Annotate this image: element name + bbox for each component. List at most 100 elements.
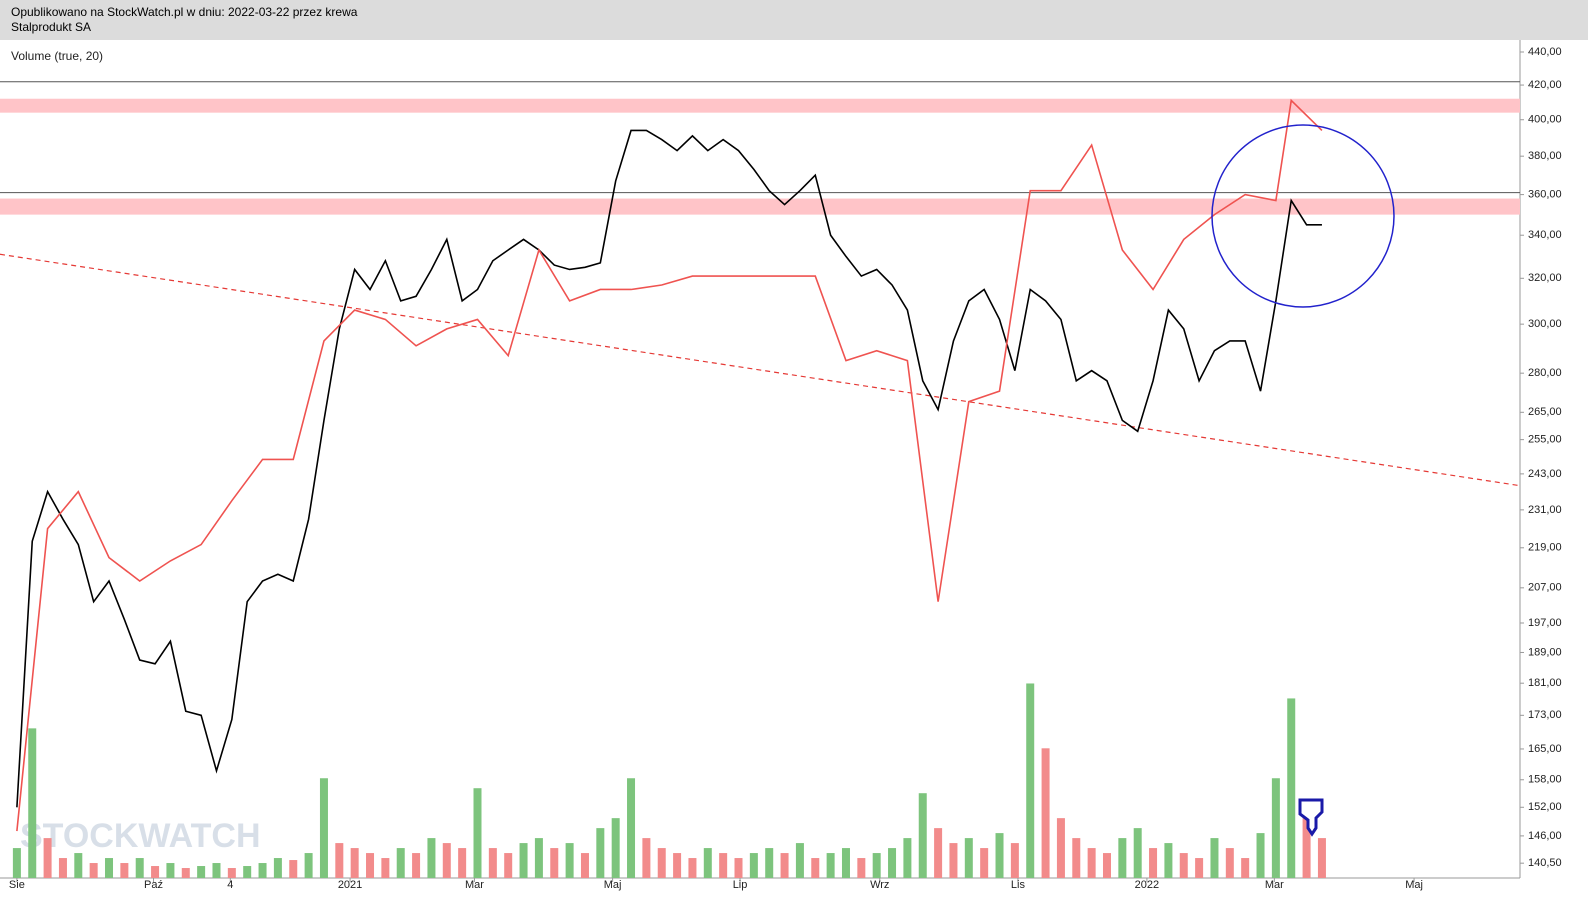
- volume-bar: [1287, 698, 1296, 878]
- volume-bar: [903, 838, 912, 878]
- volume-bar: [1302, 818, 1311, 878]
- volume-bar: [412, 853, 421, 878]
- volume-bar: [1087, 848, 1096, 878]
- y-tick-label: 400,00: [1528, 114, 1562, 126]
- y-tick-label: 440,00: [1528, 46, 1562, 58]
- y-tick-label: 255,00: [1528, 434, 1562, 446]
- volume-bar: [151, 866, 160, 878]
- indicator-label: Volume (true, 20): [11, 49, 103, 63]
- volume-bar: [1056, 818, 1065, 878]
- x-tick-label: 2021: [338, 879, 362, 891]
- volume-bar: [765, 848, 774, 878]
- volume-bar: [212, 863, 221, 878]
- volume-bar: [1118, 838, 1127, 878]
- chart: Volume (true, 20) STOCKWATCH 440,00 420,0…: [0, 40, 1588, 905]
- volume-bar: [74, 853, 83, 878]
- volume-bar: [289, 860, 298, 878]
- volume-bar: [442, 843, 451, 878]
- volume-bar: [550, 848, 559, 878]
- volume-bar: [366, 853, 375, 878]
- y-tick-label: 207,00: [1528, 582, 1562, 594]
- volume-bar: [627, 778, 636, 878]
- x-tick-label: 4: [227, 879, 233, 891]
- x-tick-label: Lip: [733, 879, 748, 891]
- volume-bar: [319, 778, 328, 878]
- volume-bar: [258, 863, 267, 878]
- volume-bar: [1210, 838, 1219, 878]
- x-tick-label: Mar: [465, 879, 484, 891]
- volume-bar: [1179, 853, 1188, 878]
- y-tick-label: 181,00: [1528, 677, 1562, 689]
- y-tick-label: 231,00: [1528, 504, 1562, 516]
- volume-bar: [980, 848, 989, 878]
- volume-bar: [1256, 833, 1265, 878]
- volume-bar: [749, 853, 758, 878]
- volume-bar: [381, 858, 390, 878]
- volume-bar: [105, 858, 114, 878]
- volume-bar: [841, 848, 850, 878]
- y-tick-label: 380,00: [1528, 150, 1562, 162]
- volume-bar: [1010, 843, 1019, 878]
- volume-bar: [89, 863, 98, 878]
- volume-bar: [688, 858, 697, 878]
- volume-bar: [888, 848, 897, 878]
- volume-bar: [396, 848, 405, 878]
- volume-bar: [335, 843, 344, 878]
- volume-bar: [826, 853, 835, 878]
- volume-bar: [1102, 853, 1111, 878]
- volume-bar: [135, 858, 144, 878]
- y-tick-label: 360,00: [1528, 189, 1562, 201]
- y-tick-label: 320,00: [1528, 272, 1562, 284]
- x-tick-label: Sie: [9, 879, 25, 891]
- y-tick-label: 243,00: [1528, 468, 1562, 480]
- y-tick-label: 152,00: [1528, 801, 1562, 813]
- header-line: Opublikowano na StockWatch.pl w dniu: 20…: [11, 5, 358, 19]
- volume-bar: [719, 853, 728, 878]
- volume-bar: [1271, 778, 1280, 878]
- watermark: STOCKWATCH: [20, 817, 261, 855]
- volume-bar: [857, 858, 866, 878]
- volume-bar: [350, 848, 359, 878]
- zone: [0, 98, 1520, 113]
- x-tick-label: Maj: [1405, 879, 1423, 891]
- header-title: Stalprodukt SA: [11, 20, 92, 34]
- volume-bar: [780, 853, 789, 878]
- volume-bar: [703, 848, 712, 878]
- x-tick-label: Mar: [1265, 879, 1284, 891]
- volume-bar: [596, 828, 605, 878]
- volume-bar: [1072, 838, 1081, 878]
- volume-bar: [673, 853, 682, 878]
- volume-bar: [657, 848, 666, 878]
- volume-bar: [1317, 838, 1326, 878]
- volume-bar: [488, 848, 497, 878]
- zone: [0, 198, 1520, 215]
- y-tick-label: 146,00: [1528, 830, 1562, 842]
- trendline: [0, 253, 1521, 487]
- volume-bar: [1133, 828, 1142, 878]
- volume-bar: [1164, 843, 1173, 878]
- volume-bar: [918, 793, 927, 878]
- y-tick-label: 165,00: [1528, 743, 1562, 755]
- volume-bar: [1041, 748, 1050, 878]
- price-line: [16, 129, 1322, 808]
- volume-bar: [580, 853, 589, 878]
- y-tick-label: 340,00: [1528, 229, 1562, 241]
- y-tick-label: 219,00: [1528, 542, 1562, 554]
- volume-bar: [28, 728, 37, 878]
- y-tick-label: 173,00: [1528, 709, 1562, 721]
- volume-bar: [1225, 848, 1234, 878]
- volume-bar: [1195, 858, 1204, 878]
- y-tick-label: 300,00: [1528, 318, 1562, 330]
- price-line: [16, 98, 1323, 832]
- volume-bar: [519, 843, 528, 878]
- volume-bar: [795, 843, 804, 878]
- volume-bar: [934, 828, 943, 878]
- y-tick-label: 158,00: [1528, 774, 1562, 786]
- volume-bar: [964, 838, 973, 878]
- volume-bar: [565, 843, 574, 878]
- y-tick-label: 280,00: [1528, 367, 1562, 379]
- x-tick-label: Wrz: [870, 879, 889, 891]
- volume-bar: [120, 863, 129, 878]
- volume-bar: [304, 853, 313, 878]
